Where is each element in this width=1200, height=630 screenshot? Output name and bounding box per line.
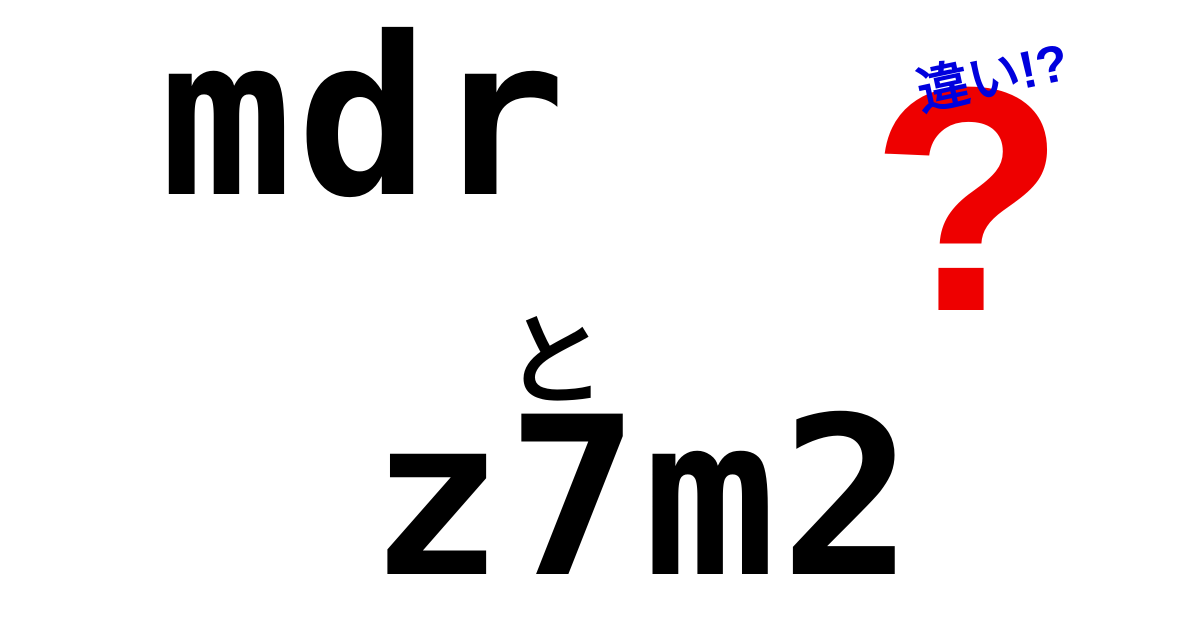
- main-text-top: mdr: [160, 0, 571, 246]
- main-text-bottom: z7m2: [370, 370, 917, 626]
